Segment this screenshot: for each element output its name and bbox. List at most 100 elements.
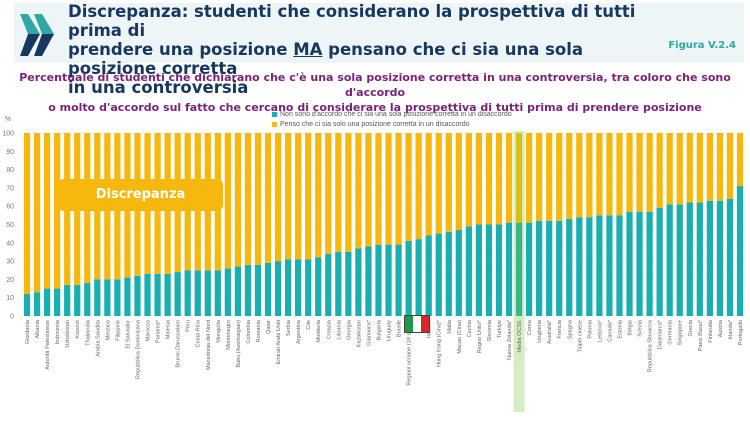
bar-segment-disagree [295, 259, 302, 316]
bar-segment-one-position [305, 133, 312, 260]
bar-segment-disagree [606, 215, 613, 316]
bar-segment-disagree [164, 273, 171, 316]
bar-segment-one-position [596, 133, 603, 216]
x-tick-label: Lituania [336, 319, 342, 339]
y-tick-label: 90 [6, 149, 14, 156]
x-tick-label: Belgio [628, 320, 634, 336]
title-line-2: prendere una posizione MA pensano che ci… [68, 40, 584, 78]
bar-segment-disagree [505, 222, 513, 316]
bar-segment-disagree [666, 204, 673, 316]
x-tick-label: Repubblica Dominicana [135, 319, 141, 379]
bar-segment-disagree [726, 198, 734, 316]
bar-segment-disagree [425, 235, 432, 316]
bar-segment-disagree [515, 222, 523, 316]
bar-segment-disagree [646, 211, 653, 316]
bar-segment-disagree [194, 270, 201, 316]
x-tick-label: Estonia [617, 319, 623, 339]
x-tick-label: El Salvador [125, 320, 131, 349]
bar-segment-disagree [455, 229, 462, 316]
x-tick-label: Uruguay [387, 320, 393, 341]
x-tick-label: Argentina [296, 319, 302, 344]
bar-segment-one-position [706, 133, 713, 201]
bar-segment-one-position [566, 133, 573, 220]
x-tick-label: Perù [186, 320, 192, 332]
bar-segment-disagree [335, 251, 342, 316]
bar-segment-disagree [345, 251, 352, 316]
bar-segment-one-position [23, 133, 31, 295]
x-tick-label: Giamaica* [366, 319, 372, 346]
y-axis-label: % [5, 116, 11, 123]
x-tick-label: Malta [447, 319, 453, 334]
bar-segment-one-position [325, 133, 332, 254]
subtitle-line-2: o molto d'accordo sul fatto che cercano … [48, 101, 702, 114]
x-tick-label: Uzbekistan [65, 320, 71, 348]
x-tick-label: Thailandia [85, 319, 91, 346]
bar-segment-disagree [144, 273, 151, 316]
bar-segment-disagree [184, 270, 191, 316]
bar-segment-disagree [736, 186, 744, 316]
bar-segment-one-position [606, 133, 613, 216]
bar-segment-disagree [405, 240, 412, 316]
x-tick-label: Macedonia del Nord [206, 320, 212, 370]
bar-segment-disagree [315, 257, 322, 316]
bar-segment-disagree [385, 244, 392, 316]
bar-segment-one-position [315, 133, 322, 258]
bar-segment-one-position [43, 133, 51, 289]
x-tick-label: Brunei Darussalam [176, 320, 182, 368]
bar-segment-one-position [345, 133, 352, 252]
bar-segment-disagree [254, 264, 262, 316]
bar-segment-disagree [74, 284, 81, 316]
bar-segment-one-position [726, 133, 734, 199]
bar-segment-one-position [646, 133, 653, 212]
oecd-logo-icon [20, 14, 54, 56]
bar-segment-one-position [525, 133, 533, 223]
bar-segment-one-position [656, 133, 663, 209]
x-tick-label: Colombia [246, 319, 252, 344]
bar-segment-disagree [33, 292, 41, 316]
bar-segment-one-position [295, 133, 302, 260]
x-tick-label: Costa Rica [196, 319, 202, 347]
y-tick-label: 50 [6, 222, 14, 229]
legend-swatch-yellow [272, 121, 277, 127]
bar-segment-one-position [505, 133, 513, 223]
x-tick-label: Emirati Arabi Uniti [276, 320, 282, 364]
bar-segment-disagree [395, 244, 402, 316]
bar-segment-disagree [154, 273, 161, 316]
x-tick-label: Germania [668, 319, 674, 344]
x-tick-label: Romania [256, 319, 262, 342]
bar-segment-disagree [214, 270, 221, 316]
x-tick-label: Cile [306, 320, 312, 330]
bar-segment-one-position [385, 133, 392, 245]
bar-segment-disagree [616, 215, 623, 316]
x-tick-label: Qatar [266, 320, 272, 334]
x-tick-label: Austria [718, 319, 724, 337]
x-tick-label: Moldavia [316, 319, 322, 342]
x-tick-label: Taipei cinese [577, 320, 583, 352]
bar-segment-disagree [355, 248, 362, 316]
x-tick-label: Portogallo [738, 320, 744, 345]
bar-segment-one-position [465, 133, 472, 227]
x-tick-label: Finlandia [708, 319, 714, 343]
title-emphasis: MA [293, 40, 323, 59]
x-tick-label: Mongolia [216, 319, 222, 343]
bar-segment-disagree [84, 283, 91, 316]
bar-segment-one-position [33, 133, 41, 293]
bar-segment-disagree [706, 200, 713, 316]
bar-segment-disagree [495, 224, 503, 316]
bar-segment-one-position [455, 133, 462, 230]
bar-segment-one-position [576, 133, 583, 218]
bar-segment-one-position [254, 133, 262, 265]
bar-segment-disagree [284, 259, 292, 316]
bar-segment-disagree [626, 211, 633, 316]
bar-segment-disagree [204, 270, 211, 316]
bar-segment-one-position [395, 133, 402, 245]
x-tick-label: Regioni ucraine (18 su 27) [407, 320, 413, 386]
bar-segment-disagree [305, 259, 312, 316]
bar-segment-one-position [515, 133, 523, 223]
x-tick-label: Autorità Palestinese [45, 320, 51, 370]
x-tick-label: Filippine [115, 320, 121, 341]
x-tick-label: Serbia [286, 319, 292, 336]
legend-swatch-teal [272, 111, 277, 117]
bar-segment-one-position [54, 133, 61, 289]
